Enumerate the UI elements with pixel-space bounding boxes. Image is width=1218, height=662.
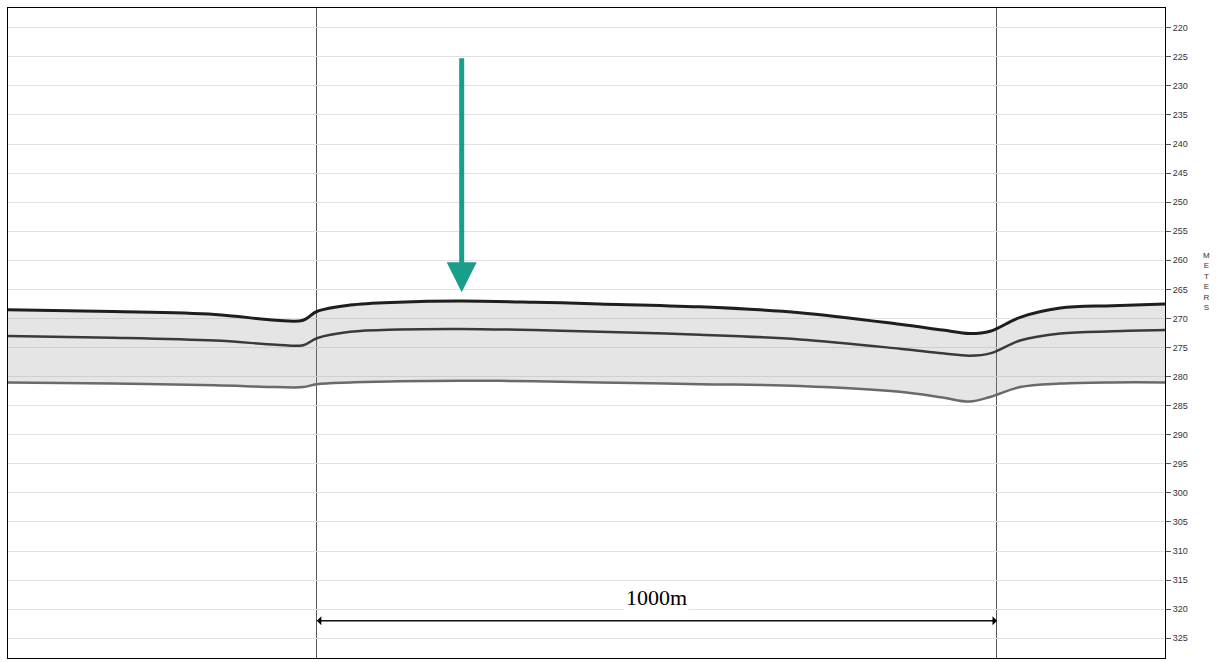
svg-text:275: 275 [1173,343,1188,353]
svg-text:315: 315 [1173,575,1188,585]
svg-text:255: 255 [1173,226,1188,236]
svg-text:220: 220 [1173,23,1188,33]
svg-text:300: 300 [1173,488,1188,498]
svg-text:325: 325 [1173,633,1188,643]
svg-text:245: 245 [1173,168,1188,178]
svg-text:225: 225 [1173,52,1188,62]
svg-text:METERS: METERS [1203,251,1210,312]
svg-text:270: 270 [1173,314,1188,324]
svg-text:295: 295 [1173,459,1188,469]
svg-text:305: 305 [1173,517,1188,527]
svg-text:320: 320 [1173,604,1188,614]
svg-text:285: 285 [1173,401,1188,411]
svg-text:280: 280 [1173,372,1188,382]
svg-text:250: 250 [1173,197,1188,207]
svg-text:310: 310 [1173,546,1188,556]
svg-text:1000m: 1000m [626,585,687,610]
svg-text:265: 265 [1173,285,1188,295]
svg-text:230: 230 [1173,81,1188,91]
svg-text:240: 240 [1173,139,1188,149]
svg-text:235: 235 [1173,110,1188,120]
svg-text:290: 290 [1173,430,1188,440]
svg-text:260: 260 [1173,255,1188,265]
